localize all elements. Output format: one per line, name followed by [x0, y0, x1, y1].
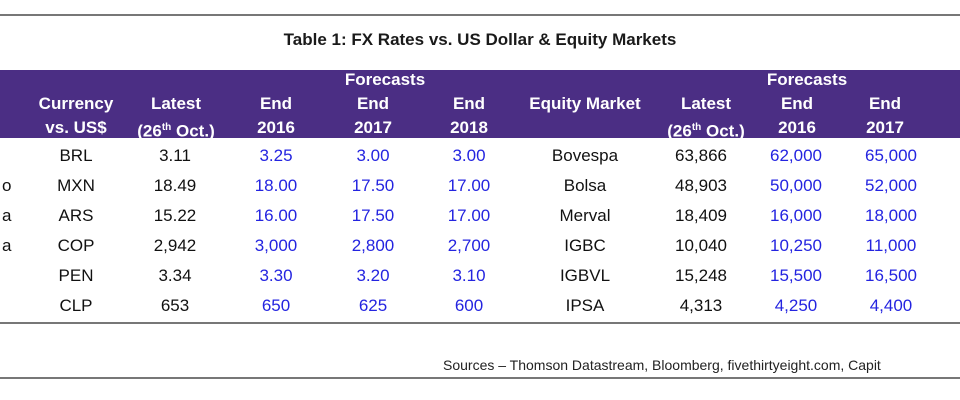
equity-forecast-2016: 10,250 [770, 236, 822, 255]
header-end-2018: End 2018 [450, 94, 488, 137]
forecast-2018: 3.00 [452, 146, 486, 165]
footer-rule [0, 377, 960, 379]
forecast-2017: 625 [358, 296, 388, 315]
equity-forecast-2017: 18,000 [865, 206, 917, 225]
table-bottom-rule [0, 322, 960, 324]
forecast-2016: 16.00 [254, 206, 298, 225]
forecast-2017: 2,800 [351, 236, 395, 255]
latest-equity: 18,409 [675, 206, 727, 225]
forecast-2017: 17.50 [351, 176, 395, 195]
equity-forecast-2017: 4,400 [869, 296, 913, 315]
header-end-2016: End 2016 [257, 94, 295, 137]
equity-market: IPSA [565, 296, 605, 315]
forecast-2017: 17.50 [351, 206, 395, 225]
header-eq-end-2016: End 2016 [778, 94, 816, 137]
header-equity-market: Equity Market [529, 94, 641, 113]
forecast-2018: 3.10 [452, 266, 486, 285]
forecast-2016: 3.25 [259, 146, 293, 165]
currency-code: BRL [59, 146, 93, 165]
forecast-2016: 18.00 [254, 176, 298, 195]
forecast-2018: 17.00 [447, 176, 491, 195]
forecast-2018: 2,700 [447, 236, 491, 255]
table-title: Table 1: FX Rates vs. US Dollar & Equity… [283, 30, 677, 49]
latest-equity: 48,903 [675, 176, 727, 195]
latest-equity: 10,040 [675, 236, 727, 255]
equity-forecast-2016: 15,500 [770, 266, 822, 285]
row-label: a [2, 236, 12, 255]
latest-fx: 18.49 [153, 176, 197, 195]
latest-fx: 3.11 [159, 146, 191, 165]
row-label: a [2, 206, 12, 225]
header-forecasts-eq: Forecasts [766, 70, 848, 89]
currency-code: CLP [59, 296, 93, 315]
currency-code: MXN [57, 176, 95, 195]
forecast-2016: 3.30 [259, 266, 293, 285]
currency-code: PEN [58, 266, 94, 285]
latest-fx: 3.34 [158, 266, 192, 285]
equity-market: IGBVL [559, 266, 611, 285]
header-latest-fx: Latest (26th Oct.) [137, 94, 215, 141]
equity-forecast-2017: 16,500 [865, 266, 917, 285]
header-latest-eq: Latest (26th Oct.) [667, 94, 745, 141]
equity-forecast-2016: 16,000 [770, 206, 822, 225]
latest-equity: 4,313 [679, 296, 723, 315]
latest-fx: 15.22 [153, 206, 197, 225]
forecast-2018: 17.00 [447, 206, 491, 225]
top-rule [0, 14, 960, 16]
table-header [0, 70, 960, 138]
equity-forecast-2017: 52,000 [865, 176, 917, 195]
equity-market: Bovespa [551, 146, 619, 165]
equity-forecast-2016: 50,000 [770, 176, 822, 195]
latest-fx: 653 [160, 296, 190, 315]
sources-note: Sources – Thomson Datastream, Bloomberg,… [443, 357, 881, 373]
forecast-2016: 650 [261, 296, 291, 315]
header-currency: Currency vs. US$ [38, 94, 114, 137]
equity-market: Merval [559, 206, 611, 225]
header-end-2017: End 2017 [354, 94, 392, 137]
forecast-2017: 3.00 [356, 146, 390, 165]
equity-market: IGBC [564, 236, 606, 255]
forecast-2017: 3.20 [356, 266, 390, 285]
forecast-2016: 3,000 [254, 236, 298, 255]
equity-forecast-2016: 4,250 [774, 296, 818, 315]
currency-code: COP [57, 236, 95, 255]
latest-equity: 15,248 [675, 266, 727, 285]
currency-code: ARS [58, 206, 94, 225]
equity-forecast-2016: 62,000 [770, 146, 822, 165]
equity-market: Bolsa [563, 176, 607, 195]
header-eq-end-2017: End 2017 [866, 94, 904, 137]
latest-fx: 2,942 [153, 236, 197, 255]
row-label: o [2, 176, 12, 195]
equity-forecast-2017: 65,000 [865, 146, 917, 165]
header-forecasts-fx: Forecasts [344, 70, 426, 89]
latest-equity: 63,866 [675, 146, 727, 165]
forecast-2018: 600 [454, 296, 484, 315]
equity-forecast-2017: 11,000 [865, 236, 917, 255]
